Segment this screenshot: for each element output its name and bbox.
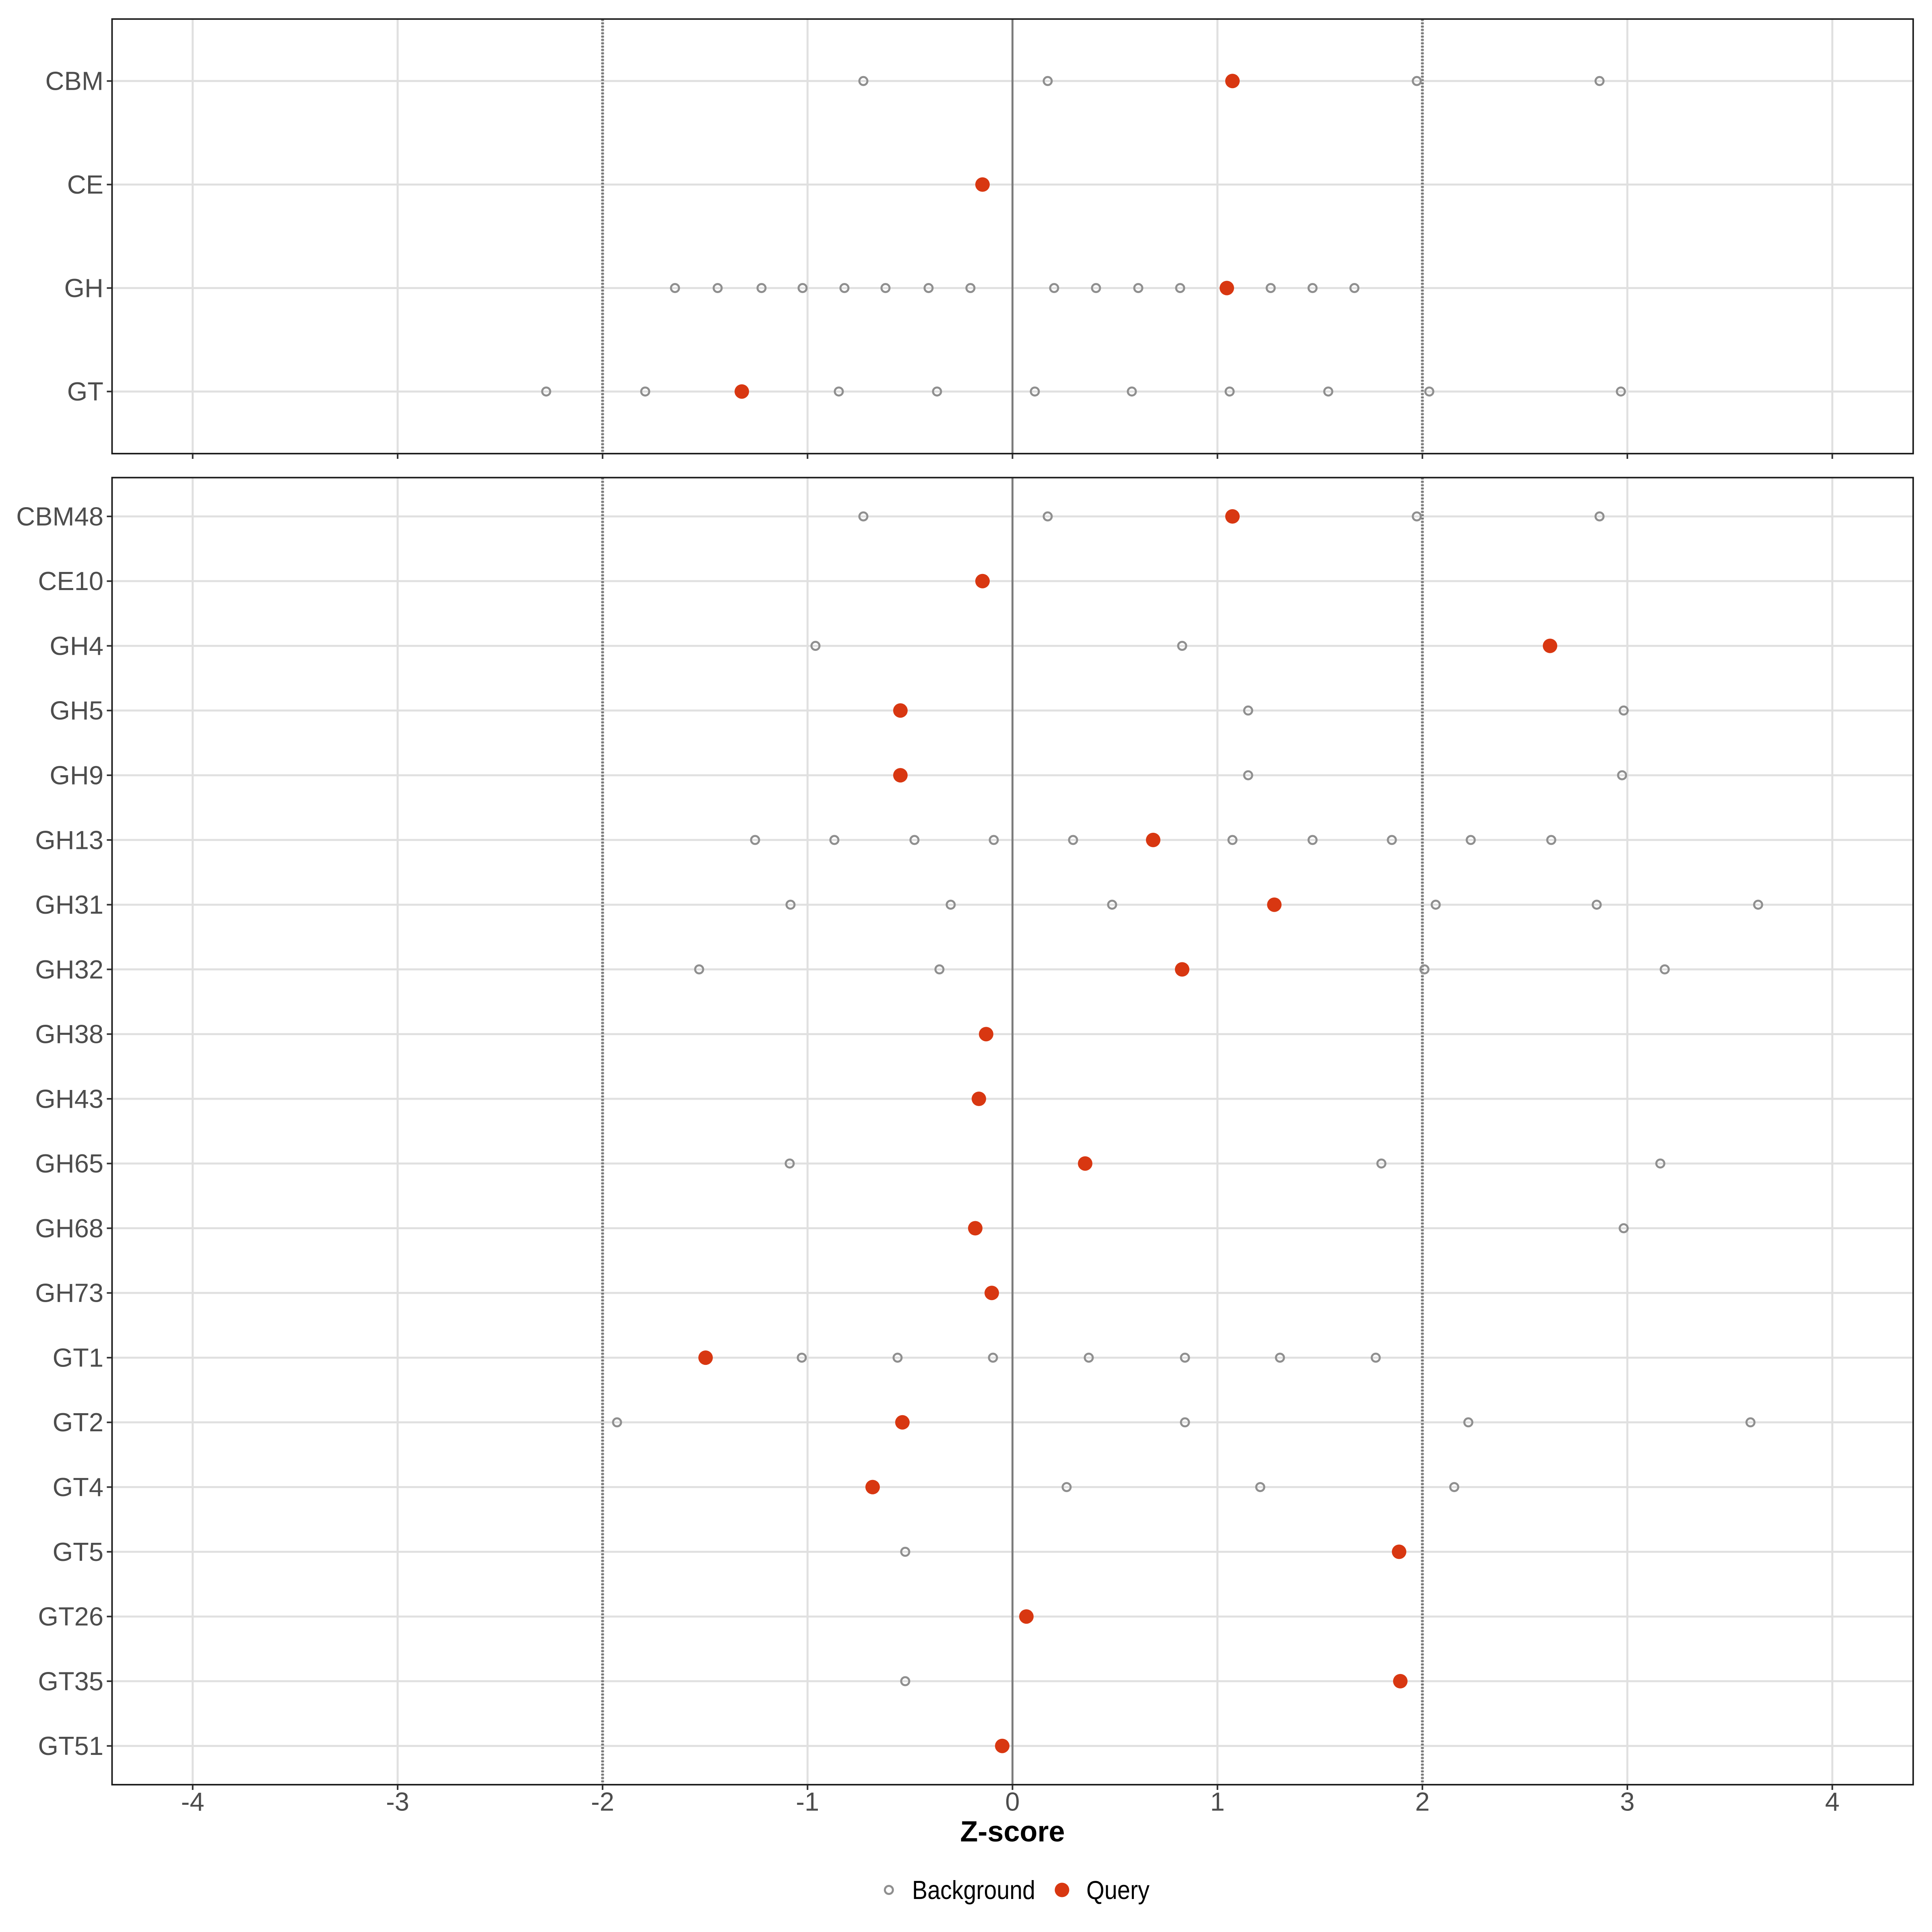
svg-text:2: 2 — [1415, 1787, 1430, 1816]
svg-text:GT: GT — [67, 377, 103, 406]
svg-text:GH43: GH43 — [35, 1084, 103, 1113]
svg-text:GH38: GH38 — [35, 1020, 103, 1049]
svg-text:GH4: GH4 — [50, 631, 103, 661]
svg-text:CE10: CE10 — [38, 566, 103, 596]
svg-text:GH5: GH5 — [50, 696, 103, 725]
svg-text:GT51: GT51 — [38, 1731, 103, 1761]
svg-text:GH32: GH32 — [35, 955, 103, 984]
svg-text:-3: -3 — [386, 1787, 409, 1816]
svg-text:GH31: GH31 — [35, 890, 103, 919]
svg-text:GT2: GT2 — [53, 1408, 103, 1437]
svg-text:GT1: GT1 — [53, 1343, 103, 1373]
svg-text:CBM: CBM — [45, 66, 103, 96]
svg-text:0: 0 — [1005, 1787, 1020, 1816]
svg-text:GH68: GH68 — [35, 1214, 103, 1243]
svg-text:GT5: GT5 — [53, 1537, 103, 1567]
svg-text:3: 3 — [1620, 1787, 1635, 1816]
svg-text:CE: CE — [67, 170, 103, 199]
svg-text:Query: Query — [1086, 1875, 1150, 1905]
svg-text:GT26: GT26 — [38, 1602, 103, 1631]
svg-text:4: 4 — [1825, 1787, 1839, 1816]
svg-text:-1: -1 — [796, 1787, 819, 1816]
svg-text:GH65: GH65 — [35, 1149, 103, 1178]
svg-text:GH73: GH73 — [35, 1278, 103, 1308]
svg-text:-2: -2 — [591, 1787, 614, 1816]
svg-text:GH9: GH9 — [50, 761, 103, 790]
svg-text:GH: GH — [64, 273, 104, 303]
svg-text:1: 1 — [1210, 1787, 1225, 1816]
svg-text:CBM48: CBM48 — [16, 502, 103, 531]
svg-text:GT35: GT35 — [38, 1666, 103, 1696]
svg-text:Z-score: Z-score — [960, 1816, 1065, 1848]
svg-text:GT4: GT4 — [53, 1472, 103, 1502]
svg-text:-4: -4 — [181, 1787, 204, 1816]
svg-text:Background: Background — [912, 1875, 1035, 1905]
svg-text:GH13: GH13 — [35, 825, 103, 855]
